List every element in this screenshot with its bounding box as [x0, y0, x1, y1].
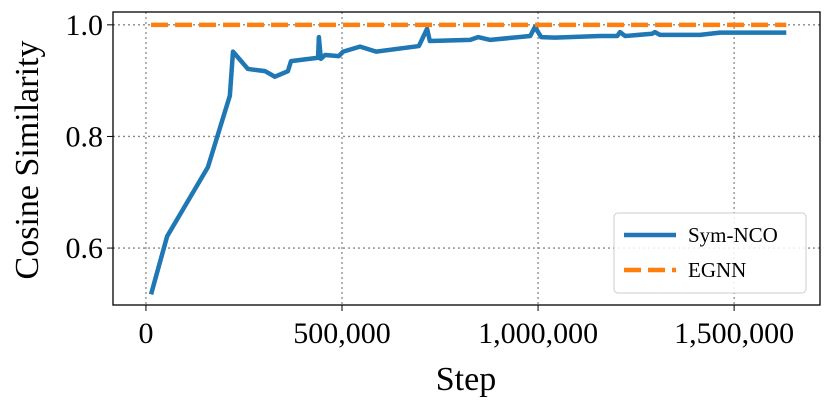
x-tick-label: 1,000,000 — [478, 317, 598, 350]
y-tick-label: 0.8 — [66, 120, 104, 153]
x-tick-label: 0 — [138, 317, 153, 350]
y-tick-label: 0.6 — [66, 232, 104, 265]
legend-label: Sym-NCO — [688, 223, 778, 247]
x-tick-label: 500,000 — [293, 317, 391, 350]
plot-frame — [112, 11, 821, 306]
legend-label: EGNN — [688, 258, 746, 282]
y-axis-label: Cosine Similarity — [9, 41, 46, 280]
line-series — [148, 24, 787, 295]
x-tick-label: 1,500,000 — [674, 317, 794, 350]
x-axis-label: Step — [436, 361, 496, 398]
y-tick-label: 1.0 — [66, 9, 104, 42]
